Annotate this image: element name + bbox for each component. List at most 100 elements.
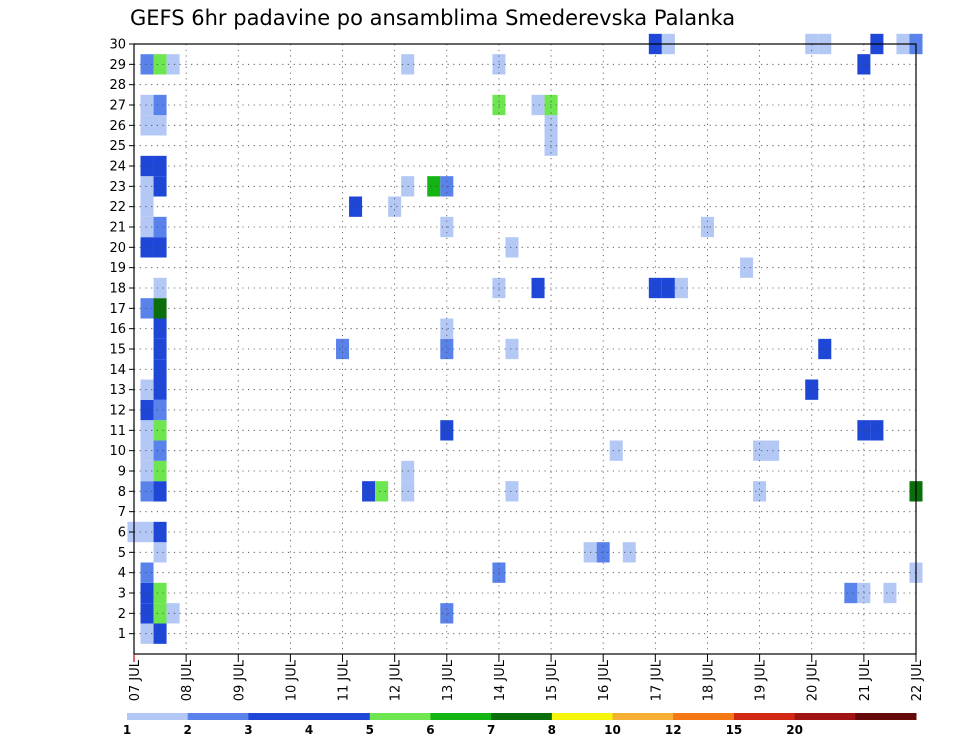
heatmap-cell [140, 155, 154, 177]
heatmap-cell [388, 196, 402, 217]
x-tick-label: 16 JUL [597, 659, 612, 701]
heatmap-cell [140, 603, 154, 624]
heatmap-cell [883, 582, 897, 604]
x-tick-label: 19 JUL [754, 659, 769, 701]
heatmap-cell [140, 440, 154, 461]
heatmap-cell [153, 338, 167, 360]
heatmap-cell [140, 460, 154, 482]
heatmap-cell [140, 623, 154, 644]
heatmap-cell [140, 196, 154, 217]
heatmap-cell [622, 542, 636, 563]
legend-label: 12 [665, 723, 682, 737]
y-tick-label: 13 [109, 383, 126, 398]
y-tick-label: 27 [109, 99, 126, 114]
heatmap-cell [153, 399, 167, 421]
x-tick-label: 08 JUL [180, 659, 195, 701]
legend-swatch [794, 713, 856, 720]
legend-swatch [248, 713, 310, 720]
y-tick-label: 26 [109, 119, 126, 134]
heatmap-cell [153, 54, 167, 75]
y-tick-label: 18 [109, 282, 126, 297]
heatmap-cell [140, 176, 154, 197]
heatmap-cell [505, 338, 519, 360]
y-tick-label: 4 [118, 566, 126, 581]
legend-swatch [491, 713, 553, 720]
heatmap-cells [127, 33, 923, 644]
heatmap-cell [140, 237, 154, 258]
heatmap-cell [153, 582, 167, 604]
y-tick-label: 9 [118, 465, 126, 480]
legend-swatch [430, 713, 492, 720]
x-tick-label: 09 JUL [232, 659, 247, 701]
y-tick-label: 28 [109, 78, 126, 93]
heatmap-cell [153, 440, 167, 461]
heatmap-cell [531, 277, 545, 299]
x-tick-label: 18 JUL [701, 659, 716, 701]
heatmap-cell [531, 94, 545, 116]
legend-swatch [612, 713, 674, 720]
legend-swatch [127, 713, 189, 720]
y-tick-label: 21 [109, 221, 126, 236]
x-tick-label: 14 JUL [493, 659, 508, 701]
heatmap-cell [153, 176, 167, 197]
legend-swatch [187, 713, 249, 720]
heatmap-cell [140, 582, 154, 604]
legend-swatch [673, 713, 735, 720]
legend-label: 6 [426, 723, 434, 737]
x-tick-label: 12 JUL [389, 659, 404, 701]
legend-label: 4 [305, 723, 313, 737]
heatmap-cell [153, 623, 167, 644]
heatmap-cell [140, 481, 154, 502]
x-tick-label: 20 JUL [806, 659, 821, 701]
heatmap-cell [140, 562, 154, 583]
heatmap-cell [349, 196, 363, 217]
heatmap-cell [153, 298, 167, 319]
heatmap-cell [440, 603, 454, 624]
y-tick-label: 15 [109, 343, 126, 358]
y-tick-label: 5 [118, 546, 126, 561]
legend-label: 2 [184, 723, 192, 737]
heatmap-cell [661, 277, 675, 299]
heatmap-cell [753, 440, 767, 461]
heatmap-cell [870, 420, 884, 441]
heatmap-cell [153, 216, 167, 238]
y-tick-label: 2 [118, 607, 126, 622]
legend-label: 8 [548, 723, 556, 737]
x-tick-label: 21 JUL [858, 659, 873, 701]
y-tick-label: 29 [109, 58, 126, 73]
heatmap-cell [153, 542, 167, 563]
heatmap-cell [153, 420, 167, 441]
x-tick-label: 07 JUL [128, 659, 143, 701]
y-tick-label: 17 [109, 302, 126, 317]
y-tick-label: 3 [118, 587, 126, 602]
y-tick-label: 14 [109, 363, 126, 378]
heatmap-cell [505, 237, 519, 258]
chart-title: GEFS 6hr padavine po ansamblima Smederev… [130, 6, 736, 30]
heatmap-cell [440, 318, 454, 339]
x-tick-label: 17 JUL [649, 659, 664, 701]
heatmap-cell [153, 359, 167, 380]
heatmap-cell [153, 115, 167, 136]
heatmap-cell [505, 481, 519, 502]
y-tick-label: 6 [118, 526, 126, 541]
legend-label: 20 [786, 723, 803, 737]
heatmap-cell [153, 318, 167, 339]
x-tick-label: 22 JUL [910, 659, 925, 701]
heatmap-cell [140, 298, 154, 319]
x-tick-label: 13 JUL [441, 659, 456, 701]
heatmap-cell [140, 94, 154, 116]
legend-label: 3 [244, 723, 252, 737]
heatmap-cell [375, 481, 389, 502]
heatmap-cell [140, 54, 154, 75]
y-axis: 1234567891011121314151617181920212223242… [109, 38, 134, 642]
heatmap-cell [440, 338, 454, 360]
y-tick-label: 11 [109, 424, 126, 439]
heatmap-cell [153, 460, 167, 482]
heatmap-cell [740, 257, 754, 278]
plot-frame [133, 43, 917, 655]
heatmap-cell [153, 603, 167, 624]
y-tick-label: 19 [109, 261, 126, 276]
y-tick-label: 16 [109, 322, 126, 337]
heatmap-cell [140, 420, 154, 441]
